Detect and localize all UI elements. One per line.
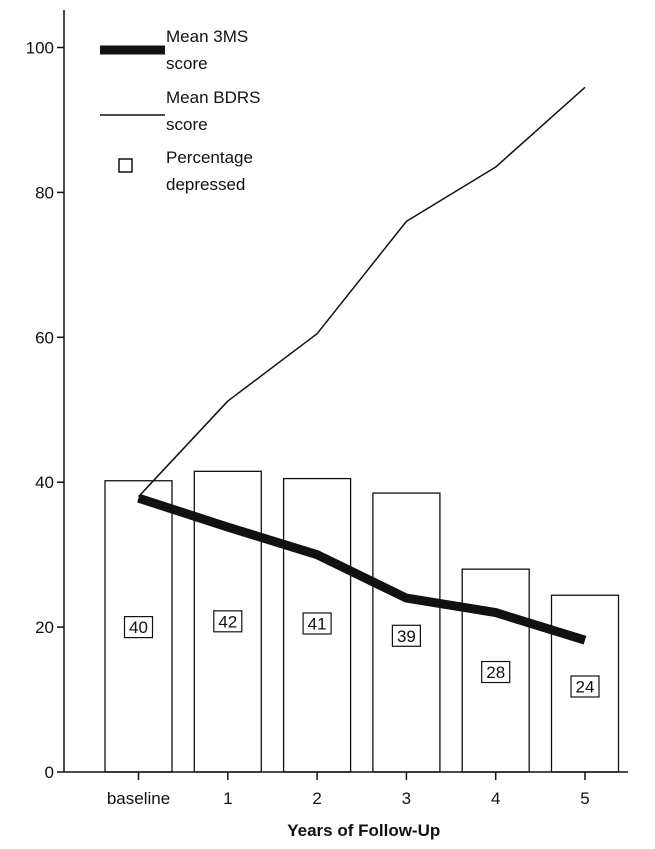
x-axis-title: Years of Follow-Up <box>287 821 440 840</box>
legend: Mean 3MS score Mean BDRS score Percentag… <box>100 27 260 194</box>
y-ticks: 0 20 40 60 80 100 <box>26 39 64 782</box>
bar-labels: 40 42 41 39 28 24 <box>123 610 600 698</box>
x-tick-label: 1 <box>223 789 232 808</box>
legend-depressed-swatch <box>118 158 133 173</box>
bar-value-text: 24 <box>576 678 595 697</box>
legend-bdrs-label-line1: Mean BDRS <box>166 88 260 107</box>
bar-value-label: 28 <box>481 660 511 684</box>
legend-depressed-label-line1: Percentage <box>166 148 253 167</box>
bar-value-box <box>481 660 511 684</box>
bar-value-box <box>123 615 154 639</box>
y-tick-label: 100 <box>26 39 54 58</box>
bar-value-text: 39 <box>397 627 416 646</box>
x-tick-label: 2 <box>312 789 321 808</box>
axes-layer <box>63 10 628 773</box>
bar-value-box <box>570 675 600 698</box>
y-tick-label: 20 <box>35 618 54 637</box>
x-tick-label: 5 <box>580 789 589 808</box>
legend-3ms-label-line2: score <box>166 54 208 73</box>
y-tick-label: 0 <box>45 763 54 782</box>
y-tick-label: 40 <box>35 473 54 492</box>
y-tick-label: 60 <box>35 328 54 347</box>
y-tick-label: 80 <box>35 183 54 202</box>
x-ticks: baseline 1 2 3 4 5 <box>107 772 590 808</box>
legend-depressed-label-line2: depressed <box>166 175 245 194</box>
bar-value-box <box>302 612 332 635</box>
bar-value-label: 39 <box>391 624 421 647</box>
bar-value-text: 41 <box>308 614 327 633</box>
series-line-mean-bdrs <box>137 86 586 498</box>
lines-layer <box>137 86 587 645</box>
bar-value-text: 28 <box>486 663 505 682</box>
series-line-mean-3ms <box>137 493 587 645</box>
x-tick-label: 3 <box>402 789 411 808</box>
bar-value-label: 41 <box>302 612 332 635</box>
bar-value-box <box>213 610 243 633</box>
bar-value-label: 24 <box>570 675 600 698</box>
bar-value-text: 40 <box>129 618 148 637</box>
bar-value-text: 42 <box>218 612 237 631</box>
bar-value-label: 40 <box>123 615 154 639</box>
bar-value-box <box>391 624 421 647</box>
legend-3ms-label-line1: Mean 3MS <box>166 27 248 46</box>
x-tick-label: baseline <box>107 789 170 808</box>
legend-bdrs-label-line2: score <box>166 115 208 134</box>
bar-value-label: 42 <box>213 610 243 633</box>
x-tick-label: 4 <box>491 789 500 808</box>
